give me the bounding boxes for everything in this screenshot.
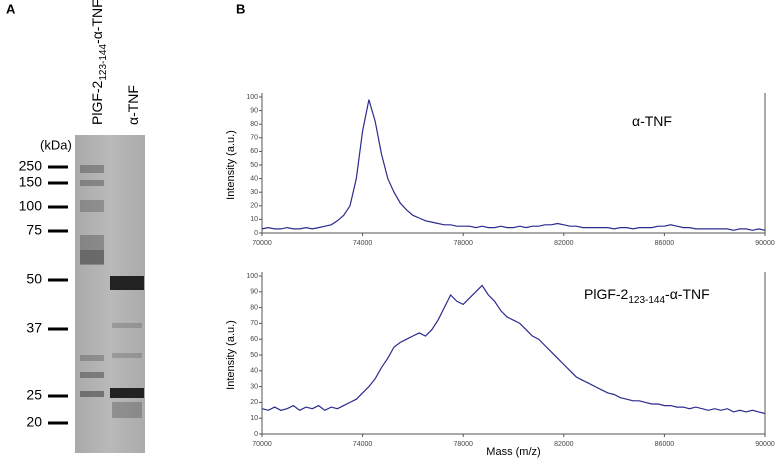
y-tick-label: 50 <box>250 162 258 169</box>
marker-label: 37 <box>26 320 42 336</box>
y-tick-label: 20 <box>250 203 258 210</box>
annotation-part: PlGF-2 <box>584 286 629 302</box>
y-tick-label: 30 <box>250 383 258 390</box>
y-tick-label: 50 <box>250 352 258 359</box>
x-axis-label: Mass (m/z) <box>486 446 540 458</box>
y-axis-label: Intensity (a.u.) <box>225 130 237 200</box>
x-tick-label: 86000 <box>655 240 675 247</box>
annotation-part: -α-TNF <box>665 286 710 302</box>
gel <box>75 135 145 453</box>
marker-label: 250 <box>19 158 43 174</box>
x-tick-label: 90000 <box>755 441 775 448</box>
panel-label: B <box>236 1 245 16</box>
marker-label: 20 <box>26 414 42 430</box>
x-tick-label: 86000 <box>655 441 675 448</box>
x-tick-label: 82000 <box>554 441 574 448</box>
marker-label: 75 <box>26 222 42 238</box>
spectrum-line <box>261 284 766 415</box>
y-tick-label: 80 <box>250 304 258 311</box>
x-tick-label: 70000 <box>252 441 272 448</box>
x-tick-label: 74000 <box>353 441 373 448</box>
gel-bands <box>80 165 144 418</box>
spectrum-line <box>261 99 766 231</box>
spectrum-chart: 0 10 20 30 40 50 60 70 80 90 100 70000 74000 78000 820… <box>225 272 775 458</box>
annotation: PlGF-2123-144-α-TNF <box>584 286 710 306</box>
y-tick-label: 20 <box>250 399 258 406</box>
y-tick-label: 10 <box>250 415 258 422</box>
panel-label: A <box>6 1 16 16</box>
lane-label: α-TNF <box>125 85 141 125</box>
y-tick-label: 0 <box>254 230 258 237</box>
y-tick-label: 60 <box>250 336 258 343</box>
y-tick-label: 60 <box>250 148 258 155</box>
lane-label-part: PlGF-2 <box>89 80 105 125</box>
y-tick-label: 0 <box>254 431 258 438</box>
x-tick-label: 74000 <box>353 240 373 247</box>
y-tick-label: 100 <box>246 273 258 280</box>
x-tick-label: 82000 <box>554 240 574 247</box>
x-tick-label: 78000 <box>453 240 473 247</box>
unit-label: (kDa) <box>40 137 72 152</box>
x-tick-label: 90000 <box>755 240 775 247</box>
y-tick-label: 40 <box>250 368 258 375</box>
marker-label: 150 <box>19 174 43 190</box>
y-axis-label: Intensity (a.u.) <box>225 320 237 390</box>
y-tick-label: 90 <box>250 107 258 114</box>
spectrum-chart: 0 10 20 30 40 50 60 70 80 90 100 70000 74000 78000 820… <box>225 93 775 247</box>
marker-label: 50 <box>26 271 42 287</box>
lane-label-part: α-TNF <box>125 85 141 125</box>
lane-label-part: -α-TNF <box>89 0 105 44</box>
lane-label-part: 123-144 <box>98 44 109 81</box>
x-tick-label: 78000 <box>453 441 473 448</box>
marker-label: 100 <box>19 198 43 214</box>
y-tick-label: 40 <box>250 175 258 182</box>
marker-label: 25 <box>26 387 42 403</box>
x-tick-label: 70000 <box>252 240 272 247</box>
y-tick-label: 30 <box>250 189 258 196</box>
annotation-part: α-TNF <box>632 113 672 129</box>
y-tick-label: 80 <box>250 121 258 128</box>
lane-label: PlGF-2123-144-α-TNF <box>89 0 109 125</box>
annotation-part: 123-144 <box>628 295 665 306</box>
y-tick-label: 70 <box>250 135 258 142</box>
annotation: α-TNF <box>632 113 672 129</box>
y-tick-label: 90 <box>250 289 258 296</box>
y-tick-label: 70 <box>250 320 258 327</box>
y-tick-label: 10 <box>250 216 258 223</box>
y-tick-label: 100 <box>246 94 258 101</box>
